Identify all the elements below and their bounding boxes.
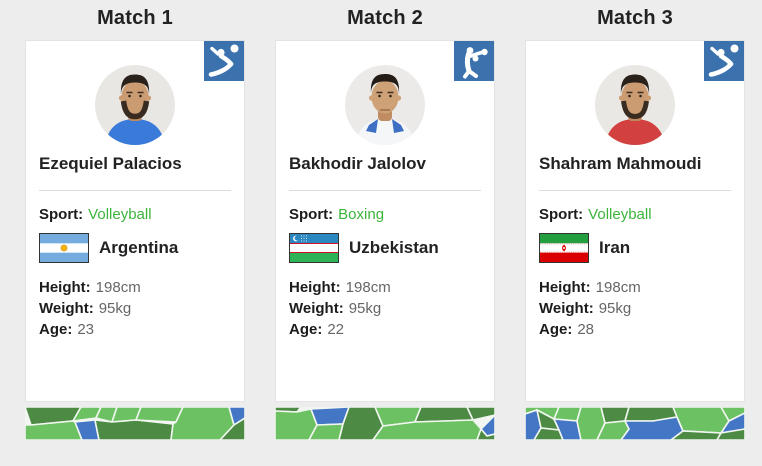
height-value: 198cm	[345, 279, 391, 296]
sport-value: Volleyball	[88, 206, 152, 223]
age-value: 23	[77, 321, 95, 338]
athlete-avatar	[95, 65, 175, 145]
sport-label: Sport:	[539, 206, 584, 223]
country-row: Iran	[539, 233, 731, 263]
sport-label: Sport:	[39, 206, 84, 223]
divider	[539, 190, 731, 191]
age-row: Age: 22	[289, 319, 481, 340]
age-label: Age:	[289, 321, 323, 338]
weight-row: Weight: 95kg	[39, 298, 231, 319]
weight-value: 95kg	[348, 300, 382, 317]
match-2-title: Match 2	[347, 7, 423, 29]
athlete-card-3: Shahram Mahmoudi Sport: Volleyball	[525, 40, 745, 402]
height-value: 198cm	[595, 279, 641, 296]
athlete-avatar	[345, 65, 425, 145]
stats-block: Height: 198cm Weight: 95kg Age: 23	[26, 277, 244, 340]
age-label: Age:	[539, 321, 573, 338]
weight-row: Weight: 95kg	[289, 298, 481, 319]
sport-row: Sport: Volleyball	[39, 206, 231, 223]
sport-value: Boxing	[338, 206, 385, 223]
height-row: Height: 198cm	[289, 277, 481, 298]
age-row: Age: 23	[39, 319, 231, 340]
height-row: Height: 198cm	[39, 277, 231, 298]
height-value: 198cm	[95, 279, 141, 296]
argentina-flag-icon	[39, 233, 89, 263]
height-label: Height:	[539, 279, 591, 296]
weight-label: Weight:	[289, 300, 344, 317]
boxing-icon	[454, 41, 494, 81]
height-label: Height:	[289, 279, 341, 296]
divider	[39, 190, 231, 191]
country-row: Argentina	[39, 233, 231, 263]
height-label: Height:	[39, 279, 91, 296]
mosaic-banner	[525, 407, 745, 440]
age-label: Age:	[39, 321, 73, 338]
match-column-3: Match 3	[525, 0, 745, 440]
height-row: Height: 198cm	[539, 277, 731, 298]
sport-row: Sport: Volleyball	[539, 206, 731, 223]
volleyball-icon	[204, 41, 244, 81]
country-name: Uzbekistan	[349, 238, 439, 257]
sport-label: Sport:	[289, 206, 334, 223]
weight-value: 95kg	[598, 300, 632, 317]
iran-flag-icon	[539, 233, 589, 263]
mosaic-banner	[275, 407, 495, 440]
match-3-title: Match 3	[597, 7, 673, 29]
athlete-card-2: Bakhodir Jalolov Sport: Boxing	[275, 40, 495, 402]
stats-block: Height: 198cm Weight: 95kg Age: 28	[526, 277, 744, 340]
match-columns: Match 1	[25, 0, 745, 440]
age-value: 28	[577, 321, 595, 338]
age-value: 22	[327, 321, 345, 338]
athlete-name: Bakhodir Jalolov	[289, 154, 426, 173]
athlete-avatar	[595, 65, 675, 145]
weight-label: Weight:	[39, 300, 94, 317]
stats-block: Height: 198cm Weight: 95kg Age: 22	[276, 277, 494, 340]
weight-label: Weight:	[539, 300, 594, 317]
athlete-card-1: Ezequiel Palacios Sport: Volleyball Argen…	[25, 40, 245, 402]
match-1-title: Match 1	[97, 7, 173, 29]
sport-value: Volleyball	[588, 206, 652, 223]
sport-row: Sport: Boxing	[289, 206, 481, 223]
weight-value: 95kg	[98, 300, 132, 317]
weight-row: Weight: 95kg	[539, 298, 731, 319]
athlete-name: Ezequiel Palacios	[39, 154, 182, 173]
athlete-name: Shahram Mahmoudi	[539, 154, 702, 173]
country-name: Iran	[599, 238, 631, 257]
match-column-2: Match 2	[275, 0, 495, 440]
country-name: Argentina	[99, 238, 179, 257]
divider	[289, 190, 481, 191]
match-column-1: Match 1	[25, 0, 245, 440]
volleyball-icon	[704, 41, 744, 81]
country-row: Uzbekistan	[289, 233, 481, 263]
mosaic-banner	[25, 407, 245, 440]
uzbekistan-flag-icon	[289, 233, 339, 263]
age-row: Age: 28	[539, 319, 731, 340]
